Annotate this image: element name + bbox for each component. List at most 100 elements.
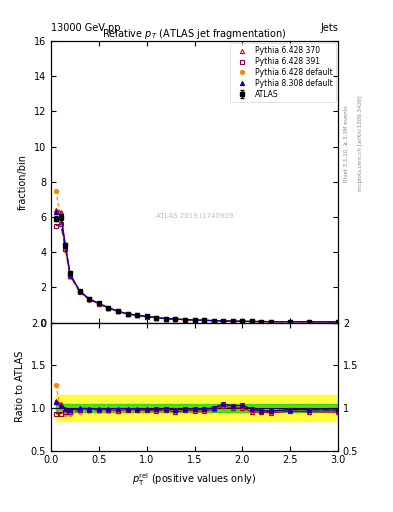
Pythia 6.428 default xyxy=(240,318,245,325)
Pythia 6.428 370 xyxy=(288,318,292,325)
Pythia 6.428 370 xyxy=(336,319,340,325)
Pythia 6.428 370 xyxy=(307,319,312,325)
Line: Pythia 6.428 370: Pythia 6.428 370 xyxy=(54,208,340,324)
Pythia 6.428 default xyxy=(202,317,206,324)
Pythia 6.428 default xyxy=(288,318,292,325)
Pythia 6.428 391 xyxy=(87,296,92,303)
Pythia 6.428 391 xyxy=(202,317,206,324)
Pythia 6.428 391 xyxy=(58,221,63,227)
Text: Jets: Jets xyxy=(320,23,338,33)
Pythia 6.428 default xyxy=(144,313,149,319)
Pythia 6.428 default xyxy=(53,187,58,194)
Pythia 6.428 391 xyxy=(269,318,274,325)
Pythia 8.308 default xyxy=(288,318,292,325)
Pythia 6.428 default xyxy=(135,312,140,318)
Pythia 6.428 391 xyxy=(97,301,101,307)
Pythia 6.428 391 xyxy=(307,318,312,325)
Pythia 8.308 default xyxy=(192,317,197,323)
Pythia 6.428 391 xyxy=(259,318,264,325)
Pythia 6.428 391 xyxy=(77,289,82,295)
Pythia 6.428 370 xyxy=(97,301,101,307)
Pythia 6.428 391 xyxy=(192,317,197,323)
X-axis label: $p_{\rm T}^{\rm rel}$ (positive values only): $p_{\rm T}^{\rm rel}$ (positive values o… xyxy=(132,471,257,488)
Pythia 6.428 370 xyxy=(53,207,58,213)
Pythia 6.428 default xyxy=(221,318,226,324)
Pythia 8.308 default xyxy=(87,296,92,302)
Pythia 8.308 default xyxy=(135,312,140,318)
Pythia 6.428 default xyxy=(106,305,111,311)
Pythia 6.428 391 xyxy=(211,317,216,324)
Pythia 8.308 default xyxy=(211,317,216,324)
Pythia 8.308 default xyxy=(63,243,68,249)
Pythia 6.428 391 xyxy=(288,318,292,325)
Y-axis label: fraction/bin: fraction/bin xyxy=(18,154,28,210)
Pythia 6.428 370 xyxy=(183,316,187,323)
Pythia 6.428 370 xyxy=(269,318,274,325)
Pythia 6.428 391 xyxy=(173,316,178,322)
Pythia 6.428 default xyxy=(192,317,197,323)
Pythia 8.308 default xyxy=(125,311,130,317)
Pythia 6.428 391 xyxy=(53,223,58,229)
Pythia 6.428 default xyxy=(116,308,120,314)
Pythia 8.308 default xyxy=(53,208,58,215)
Pythia 6.428 default xyxy=(125,311,130,317)
Pythia 6.428 370 xyxy=(106,305,111,311)
Pythia 6.428 default xyxy=(97,301,101,307)
Pythia 8.308 default xyxy=(77,288,82,294)
Pythia 6.428 default xyxy=(58,216,63,222)
Pythia 8.308 default xyxy=(68,271,73,278)
Pythia 6.428 391 xyxy=(250,318,254,325)
Pythia 6.428 391 xyxy=(125,311,130,317)
Pythia 6.428 370 xyxy=(192,317,197,323)
Pythia 6.428 370 xyxy=(173,316,178,322)
Pythia 8.308 default xyxy=(269,318,274,325)
Pythia 8.308 default xyxy=(307,318,312,325)
Pythia 6.428 default xyxy=(259,318,264,325)
Text: 13000 GeV pp: 13000 GeV pp xyxy=(51,23,121,33)
Pythia 8.308 default xyxy=(221,318,226,324)
Pythia 8.308 default xyxy=(58,212,63,218)
Pythia 6.428 391 xyxy=(144,313,149,319)
Pythia 8.308 default xyxy=(183,316,187,323)
Pythia 8.308 default xyxy=(106,305,111,311)
Pythia 6.428 370 xyxy=(211,317,216,324)
Pythia 6.428 default xyxy=(63,247,68,253)
Pythia 8.308 default xyxy=(154,315,159,321)
Pythia 8.308 default xyxy=(336,319,340,325)
Text: ATLAS 2019 I1740909: ATLAS 2019 I1740909 xyxy=(156,212,233,219)
Pythia 6.428 370 xyxy=(154,315,159,321)
Pythia 6.428 default xyxy=(183,316,187,323)
Pythia 6.428 391 xyxy=(68,273,73,279)
Pythia 6.428 default xyxy=(211,317,216,324)
Pythia 6.428 391 xyxy=(336,319,340,325)
Pythia 6.428 default xyxy=(77,289,82,295)
Pythia 6.428 370 xyxy=(221,318,226,324)
Line: Pythia 6.428 default: Pythia 6.428 default xyxy=(54,188,340,324)
Pythia 6.428 370 xyxy=(68,271,73,278)
Pythia 6.428 370 xyxy=(125,311,130,317)
Pythia 6.428 370 xyxy=(135,312,140,318)
Pythia 6.428 default xyxy=(87,296,92,303)
Pythia 8.308 default xyxy=(259,318,264,325)
Pythia 6.428 370 xyxy=(250,318,254,325)
Pythia 6.428 370 xyxy=(87,296,92,302)
Y-axis label: Ratio to ATLAS: Ratio to ATLAS xyxy=(15,351,25,422)
Pythia 6.428 370 xyxy=(63,243,68,249)
Pythia 6.428 391 xyxy=(240,318,245,325)
Pythia 6.428 370 xyxy=(240,318,245,325)
Line: Pythia 8.308 default: Pythia 8.308 default xyxy=(54,209,340,324)
Pythia 6.428 391 xyxy=(163,315,168,322)
Pythia 6.428 391 xyxy=(116,308,120,314)
Pythia 6.428 391 xyxy=(221,318,226,324)
Pythia 6.428 370 xyxy=(116,308,120,314)
Pythia 8.308 default xyxy=(97,301,101,307)
Pythia 6.428 370 xyxy=(230,318,235,324)
Pythia 8.308 default xyxy=(230,318,235,324)
Pythia 6.428 370 xyxy=(202,317,206,324)
Line: Pythia 6.428 391: Pythia 6.428 391 xyxy=(54,222,340,324)
Pythia 6.428 391 xyxy=(135,312,140,318)
Pythia 6.428 default xyxy=(336,319,340,325)
Pythia 6.428 default xyxy=(269,318,274,325)
Pythia 6.428 default xyxy=(230,318,235,324)
Pythia 6.428 370 xyxy=(144,313,149,319)
